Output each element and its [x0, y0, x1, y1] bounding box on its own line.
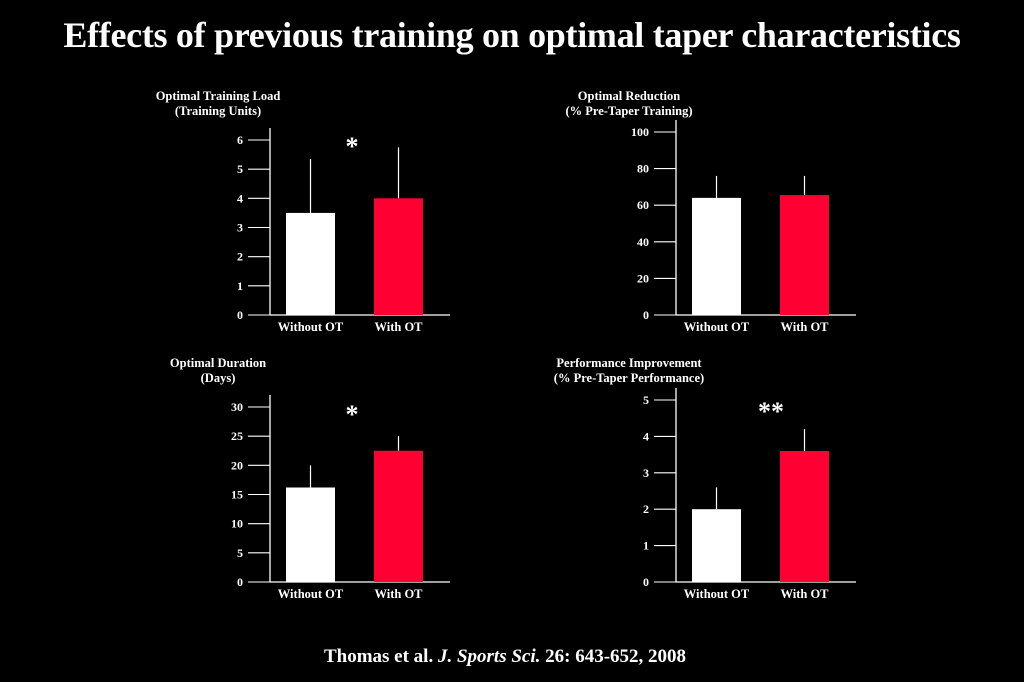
y-tick-label: 40 — [637, 235, 649, 249]
y-tick-label: 25 — [231, 429, 243, 443]
y-tick-label: 0 — [237, 308, 243, 322]
y-tick-label: 100 — [631, 125, 649, 139]
category-label: Without OT — [684, 587, 750, 601]
significance-marker: * — [346, 132, 359, 161]
chart-title-line: Optimal Reduction — [578, 89, 680, 103]
chart-panel-1: Optimal Training Load(Training Units) 0 1 2… — [156, 89, 450, 334]
y-tick-label: 0 — [643, 308, 649, 322]
bar-without-ot — [286, 212, 335, 315]
y-tick-label: 3 — [643, 466, 649, 480]
category-label: Without OT — [278, 320, 344, 334]
chart-title-line: (Training Units) — [175, 104, 261, 118]
chart-title-line: Performance Improvement — [556, 356, 702, 370]
y-tick-label: 15 — [231, 488, 243, 502]
y-tick-label: 5 — [643, 393, 649, 407]
bar-with-ot — [780, 450, 829, 582]
y-tick-label: 5 — [237, 546, 243, 560]
chart-panel-3: Optimal Duration(Days) 0 5 10 15 20 25 30 Withou… — [170, 356, 450, 601]
bar-without-ot — [692, 197, 741, 315]
chart-panel-2: Optimal Reduction(% Pre-Taper Training) 0… — [565, 89, 856, 334]
bar-without-ot — [286, 487, 335, 582]
chart-title-line: (% Pre-Taper Performance) — [554, 371, 704, 385]
citation-details: 26: 643-652, 2008 — [545, 646, 687, 667]
y-tick-label: 10 — [231, 517, 243, 531]
citation-authors: Thomas et al. — [323, 646, 434, 667]
bar-without-ot — [692, 509, 741, 582]
y-tick-label: 4 — [237, 191, 243, 205]
y-tick-label: 0 — [237, 575, 243, 589]
page-title: Effects of previous training on optimal … — [63, 15, 961, 55]
y-tick-label: 20 — [231, 458, 243, 472]
y-tick-label: 2 — [237, 250, 243, 264]
y-tick-label: 1 — [237, 279, 243, 293]
chart-title-line: (Days) — [201, 371, 236, 385]
chart-title-line: Optimal Training Load — [156, 89, 281, 103]
category-label: Without OT — [684, 320, 750, 334]
category-label: Without OT — [278, 587, 344, 601]
charts-area: Optimal Training Load(Training Units) 0 1 2… — [156, 89, 856, 601]
y-tick-label: 0 — [643, 575, 649, 589]
y-tick-label: 80 — [637, 162, 649, 176]
category-label: With OT — [780, 587, 829, 601]
citation: Thomas et al. J. Sports Sci. 26: 643-652… — [0, 646, 1010, 668]
chart-title-line: Optimal Duration — [170, 356, 266, 370]
y-tick-label: 4 — [643, 429, 649, 443]
y-tick-label: 3 — [237, 221, 243, 235]
y-tick-label: 2 — [643, 502, 649, 516]
y-tick-label: 1 — [643, 539, 649, 553]
citation-journal: J. Sports Sci. — [437, 646, 541, 667]
significance-marker: * — [346, 400, 359, 429]
y-tick-label: 30 — [231, 400, 243, 414]
bar-with-ot — [780, 195, 829, 315]
category-label: With OT — [374, 587, 423, 601]
y-tick-label: 60 — [637, 198, 649, 212]
y-tick-label: 6 — [237, 133, 243, 147]
y-tick-label: 5 — [237, 162, 243, 176]
y-tick-label: 20 — [637, 271, 649, 285]
chart-title-line: (% Pre-Taper Training) — [565, 104, 692, 118]
category-label: With OT — [374, 320, 423, 334]
chart-panel-4: Performance Improvement(% Pre-Taper Perf… — [554, 356, 856, 601]
bar-with-ot — [374, 450, 423, 582]
significance-marker: ** — [758, 397, 784, 426]
bar-with-ot — [374, 198, 423, 315]
category-label: With OT — [780, 320, 829, 334]
